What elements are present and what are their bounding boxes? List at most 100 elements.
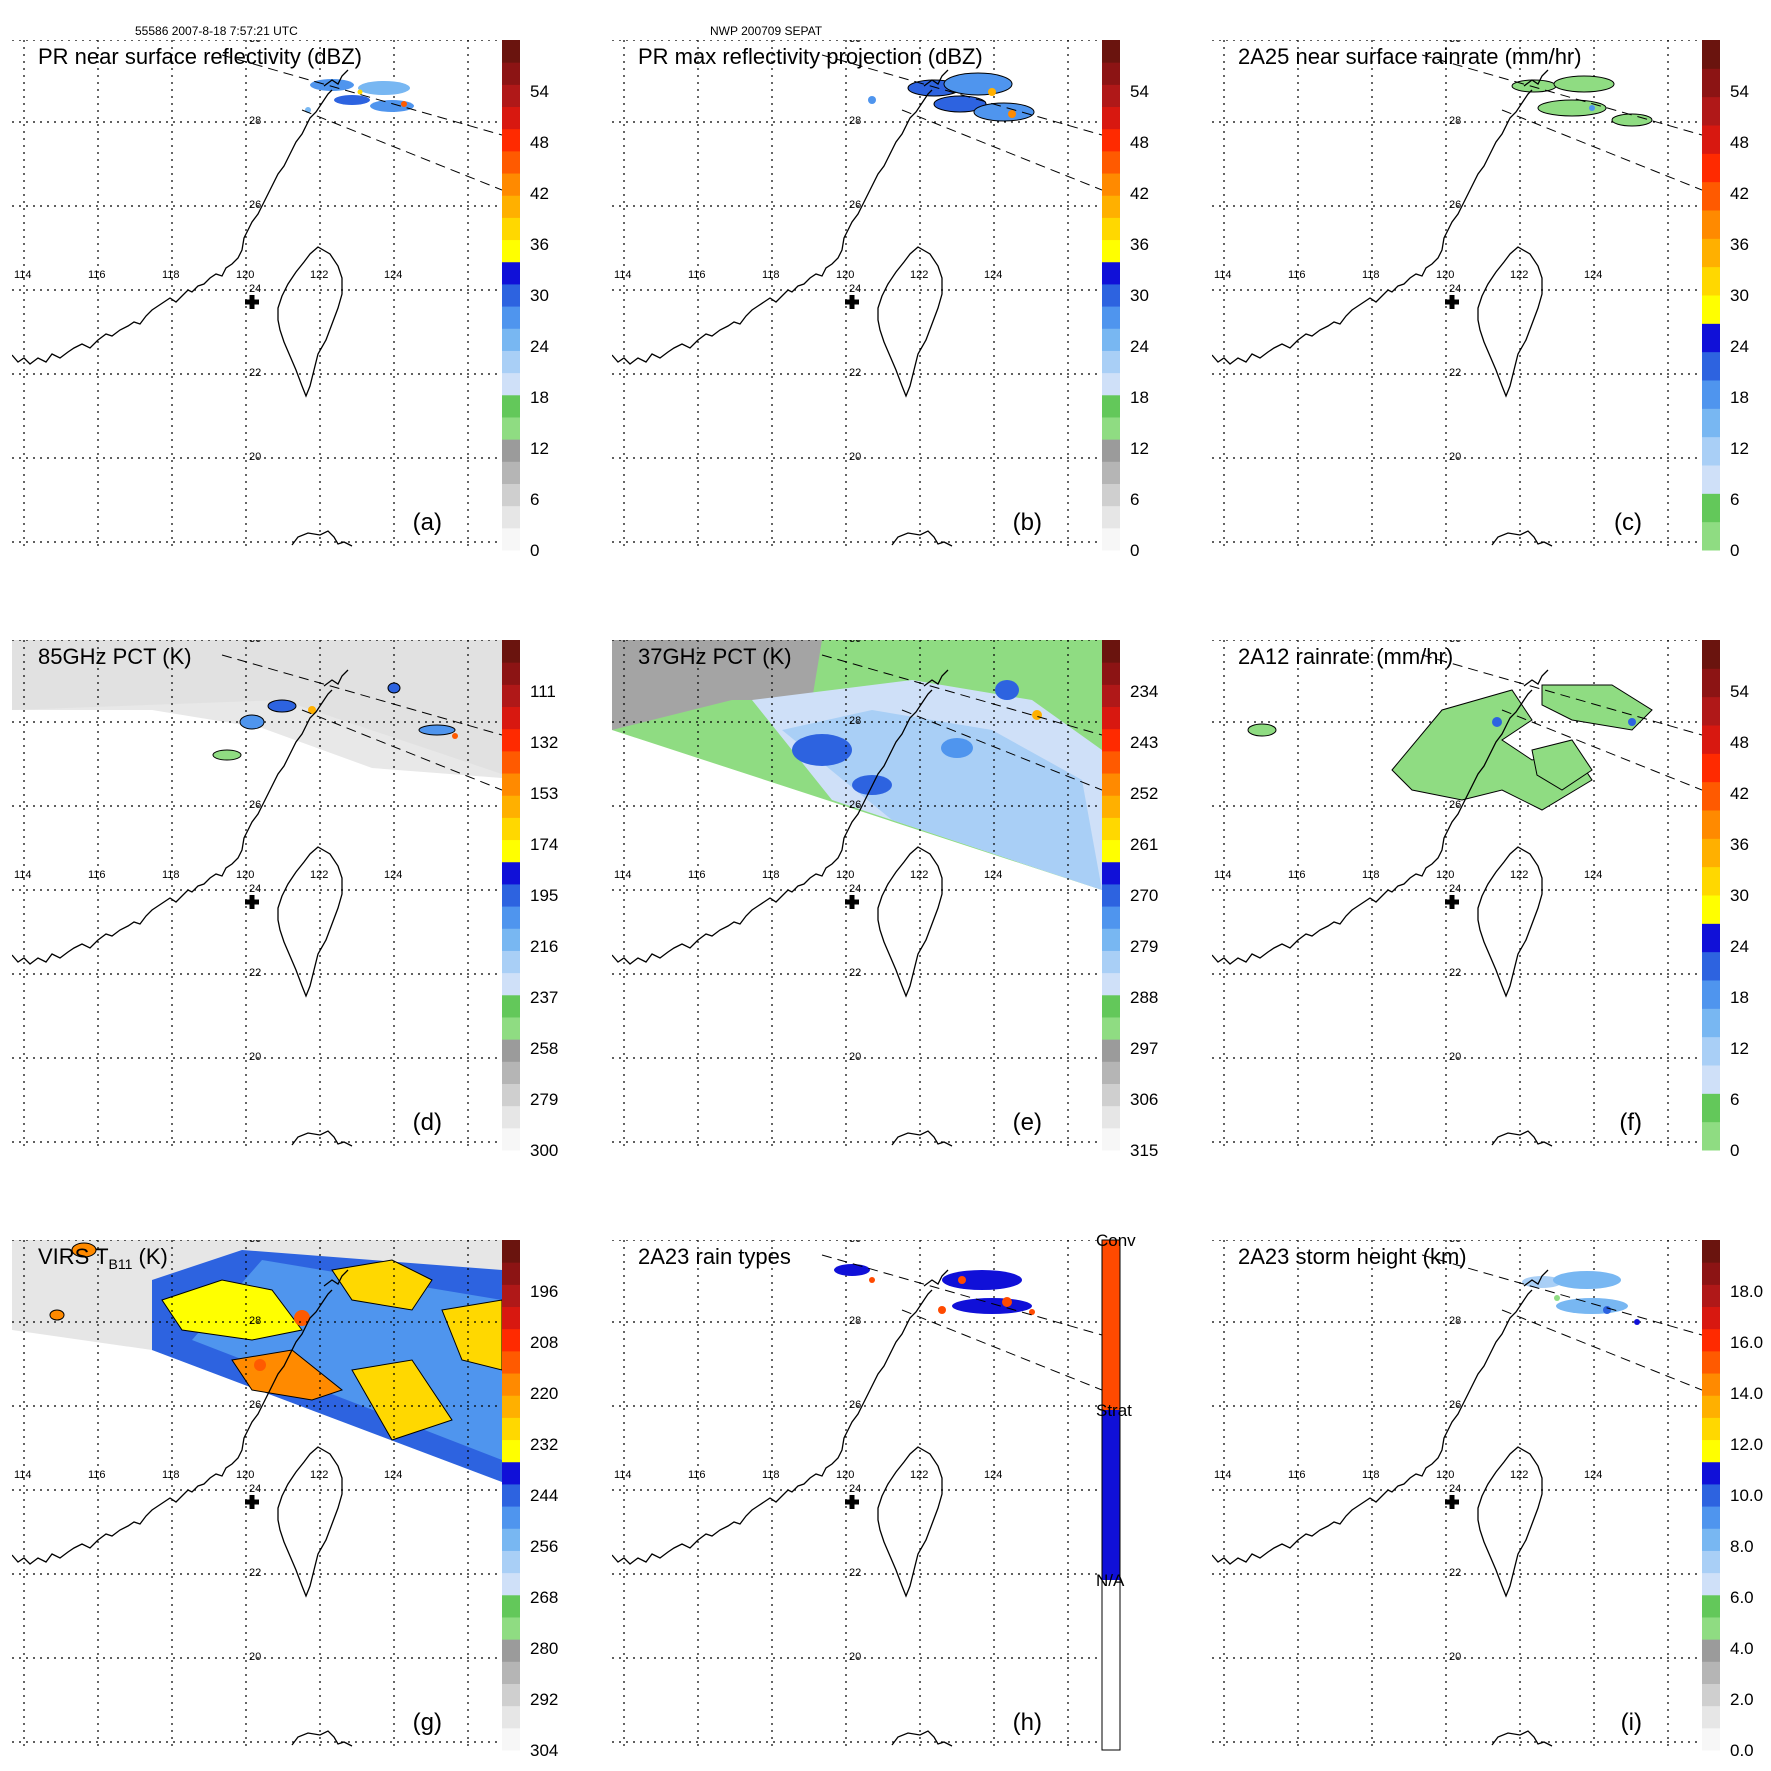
colorbar-swatch bbox=[1102, 439, 1120, 462]
colorbar-tick-label: 279 bbox=[1130, 937, 1158, 956]
colorbar-swatch bbox=[502, 706, 520, 730]
colorbar-swatch bbox=[502, 1528, 520, 1551]
panel-c: 114 116 118 120 122 124 30 28 26 24 22 20 2A25 near… bbox=[1212, 40, 1702, 550]
longitude-label: 114 bbox=[14, 1469, 32, 1481]
colorbar-tick-label: 36 bbox=[530, 235, 549, 254]
latitude-label: 22 bbox=[249, 967, 261, 979]
rain-type-pixels bbox=[834, 1264, 1035, 1315]
colorbar-swatch bbox=[1702, 323, 1720, 353]
colorbar-swatch bbox=[502, 817, 520, 841]
colorbar-swatch bbox=[1102, 261, 1120, 285]
panel-a-letter: (a) bbox=[413, 509, 442, 536]
colorbar-swatch bbox=[1702, 640, 1720, 669]
colorbar-swatch bbox=[1102, 416, 1120, 440]
colorbar-swatch bbox=[1702, 351, 1720, 381]
colorbar-swatch bbox=[502, 527, 520, 551]
panel-b-letter: (b) bbox=[1013, 509, 1042, 536]
latitude-label: 28 bbox=[849, 1315, 861, 1327]
colorbar-swatch bbox=[502, 150, 520, 174]
latitude-label: 22 bbox=[1449, 367, 1461, 379]
latitude-label: 28 bbox=[249, 115, 261, 127]
colorbar-tick-label: 196 bbox=[530, 1282, 558, 1301]
colorbar-tick-label: 4.0 bbox=[1730, 1639, 1754, 1658]
colorbar-tick-label: 42 bbox=[1130, 184, 1149, 203]
colorbar-swatch bbox=[1702, 436, 1720, 466]
latitude-label: 24 bbox=[1449, 283, 1461, 295]
colorbar-swatch bbox=[1102, 527, 1120, 551]
colorbar-swatch bbox=[502, 217, 520, 241]
panel-i-title: 2A23 storm height (km) bbox=[1238, 1244, 1467, 1269]
colorbar-f: 54 48 42 36 30 24 18 12 6 0 bbox=[1702, 640, 1749, 1160]
colorbar-swatch bbox=[1102, 750, 1120, 774]
colorbar-swatch bbox=[1102, 1061, 1120, 1084]
colorbar-swatch bbox=[1102, 150, 1120, 174]
colorbar-a: 54 48 42 36 30 24 18 12 6 0 bbox=[502, 40, 549, 560]
colorbar-swatch bbox=[502, 1572, 520, 1596]
longitude-label: 122 bbox=[910, 1469, 928, 1481]
longitude-label: 120 bbox=[836, 1469, 854, 1481]
storm-height-pixels bbox=[1522, 1271, 1640, 1325]
longitude-label: 120 bbox=[1436, 1469, 1454, 1481]
colorbar-swatch bbox=[502, 461, 520, 484]
colorbar-tick-label: 237 bbox=[530, 988, 558, 1007]
colorbar-swatch bbox=[502, 173, 520, 196]
colorbar-swatch bbox=[1102, 906, 1120, 929]
colorbar-swatch bbox=[502, 1395, 520, 1418]
colorbar-swatch bbox=[1702, 1616, 1720, 1640]
colorbar-swatch bbox=[1702, 210, 1720, 239]
colorbar-tick-label: 54 bbox=[1130, 82, 1149, 101]
colorbar-swatch bbox=[1702, 668, 1720, 698]
latitude-label: 24 bbox=[849, 1483, 861, 1495]
colorbar-tick-label: 6 bbox=[1730, 490, 1739, 509]
colorbar-swatch bbox=[1102, 1039, 1120, 1062]
colorbar-swatch bbox=[502, 1705, 520, 1729]
longitude-label: 116 bbox=[1288, 1469, 1306, 1481]
colorbar-swatch bbox=[502, 84, 520, 108]
colorbar-swatch bbox=[1702, 725, 1720, 754]
longitude-label: 120 bbox=[236, 869, 254, 881]
longitude-label: 116 bbox=[688, 869, 706, 881]
colorbar-tick-label: 10.0 bbox=[1730, 1486, 1763, 1505]
colorbar-swatch bbox=[502, 505, 520, 529]
longitude-label: 124 bbox=[1584, 1469, 1602, 1481]
colorbar-swatch bbox=[1702, 1065, 1720, 1094]
colorbar-swatch bbox=[1702, 1683, 1720, 1707]
colorbar-tick-label: 297 bbox=[1130, 1039, 1158, 1058]
colorbar-swatch bbox=[502, 994, 520, 1018]
colorbar-tick-label: 315 bbox=[1130, 1141, 1158, 1160]
radar-swath-echoes bbox=[305, 79, 414, 113]
colorbar-swatch bbox=[1102, 1083, 1120, 1107]
colorbar-swatch bbox=[502, 1016, 520, 1040]
colorbar-tick-label: 42 bbox=[1730, 784, 1749, 803]
colorbar-swatch bbox=[1702, 1461, 1720, 1485]
colorbar-swatch bbox=[1102, 505, 1120, 529]
colorbar-swatch bbox=[1702, 1240, 1720, 1263]
latitude-label: 22 bbox=[849, 1567, 861, 1579]
colorbar-swatch bbox=[1102, 239, 1120, 263]
colorbar-swatch bbox=[1702, 1727, 1720, 1751]
colorbar-tick-label: 48 bbox=[1130, 133, 1149, 152]
latitude-label: 20 bbox=[1449, 1051, 1461, 1063]
colorbar-tick-label: 24 bbox=[1130, 337, 1149, 356]
latitude-label: 22 bbox=[849, 967, 861, 979]
longitude-label: 124 bbox=[1584, 269, 1602, 281]
panel-d-title: 85GHz PCT (K) bbox=[38, 644, 192, 669]
colorbar-c: 54 48 42 36 30 24 18 12 6 0 bbox=[1702, 40, 1749, 560]
colorbar-swatch bbox=[1702, 1639, 1720, 1662]
colorbar-tick-label: 48 bbox=[530, 133, 549, 152]
colorbar-swatch bbox=[1702, 521, 1720, 551]
colorbar-swatch bbox=[1702, 1705, 1720, 1729]
longitude-label: 114 bbox=[614, 269, 632, 281]
colorbar-swatch bbox=[1102, 40, 1120, 63]
colorbar-swatch bbox=[1702, 266, 1720, 296]
latitude-label: 24 bbox=[249, 1483, 261, 1495]
colorbar-tick-label: 18 bbox=[1130, 388, 1149, 407]
graticule: 114 116 118 120 122 124 30 28 26 24 22 20 bbox=[612, 40, 1102, 550]
colorbar-swatch bbox=[502, 1373, 520, 1396]
longitude-label: 118 bbox=[762, 1469, 780, 1481]
colorbar-swatch bbox=[502, 1061, 520, 1084]
colorbar-swatch bbox=[502, 773, 520, 796]
colorbar-h: Conv Strat N/A bbox=[1096, 1231, 1136, 1751]
colorbar-tick-label: 12.0 bbox=[1730, 1435, 1763, 1454]
